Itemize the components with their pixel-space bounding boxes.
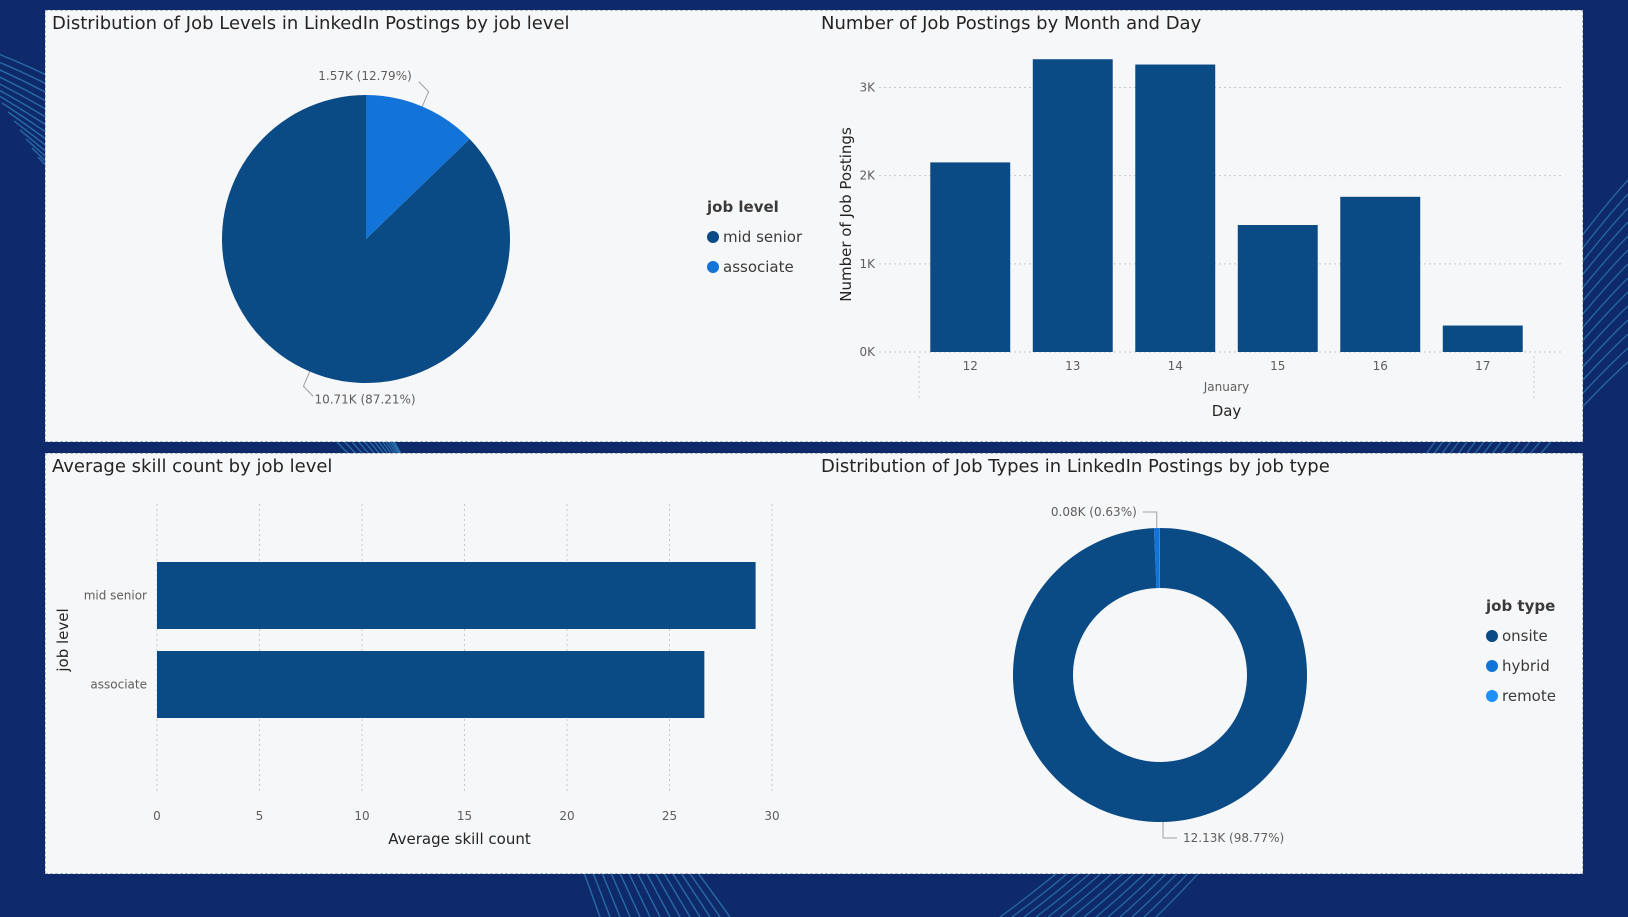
x-axis-title: Day [1212, 402, 1242, 420]
pie-label-leader [418, 81, 430, 107]
x-tick-label: 13 [1065, 359, 1080, 373]
x-axis-title: Average skill count [388, 830, 531, 848]
donut-slice-hybrid [1153, 528, 1160, 589]
legend-label: mid senior [723, 228, 803, 246]
legend-title: job level [707, 198, 779, 216]
bar-day-13 [1032, 59, 1113, 353]
x-tick-label: 0 [153, 809, 161, 823]
associate-dot-icon [707, 261, 719, 273]
job-postings-bar-chart: 0K 1K 2K 3K 12 13 14 15 16 17 January Day Number of … [837, 59, 1563, 420]
bar-day-12 [930, 162, 1011, 352]
donut-label-leader [1162, 821, 1178, 839]
y-tick-label: 3K [859, 80, 876, 94]
legend-item-hybrid[interactable]: hybrid [1486, 651, 1556, 681]
x-group-label: January [1203, 380, 1250, 394]
donut-label-leader [1142, 511, 1158, 529]
y-tick-label: 1K [859, 257, 876, 271]
bar-day-17 [1442, 325, 1523, 352]
pie-label-leader [302, 371, 314, 397]
x-tick-label: 16 [1373, 359, 1388, 373]
legend-item-associate[interactable]: associate [707, 252, 802, 282]
x-tick-label: 17 [1475, 359, 1490, 373]
y-tick-label: associate [90, 678, 147, 692]
y-tick-label: 0K [859, 345, 876, 359]
y-tick-label: mid senior [84, 589, 147, 603]
legend-label: onsite [1502, 627, 1548, 645]
bar-associate [157, 651, 705, 718]
pie-slice-mid-senior [222, 95, 510, 383]
legend-item-onsite[interactable]: onsite [1486, 621, 1556, 651]
x-tick-label: 15 [457, 809, 472, 823]
legend-label: associate [723, 258, 794, 276]
mid-senior-dot-icon [707, 231, 719, 243]
hybrid-dot-icon [1486, 660, 1498, 672]
x-tick-label: 14 [1168, 359, 1183, 373]
legend-label: remote [1502, 687, 1556, 705]
bar-mid-senior [157, 562, 756, 629]
bar-day-14 [1135, 64, 1216, 352]
bar-day-15 [1237, 225, 1318, 352]
x-tick-label: 30 [764, 809, 779, 823]
y-axis-title: job level [54, 608, 72, 672]
skill-count-bar-chart: 0 5 10 15 20 25 30 mid senior associate Average s… [54, 504, 780, 848]
job-type-legend: job type onsite hybrid remote [1486, 597, 1556, 711]
legend-title: job type [1486, 597, 1556, 615]
bar-day-16 [1340, 196, 1421, 352]
pie-data-label: 1.57K (12.79%) [318, 69, 412, 83]
x-tick-label: 5 [256, 809, 264, 823]
legend-label: hybrid [1502, 657, 1550, 675]
donut-data-label: 0.08K (0.63%) [1051, 505, 1137, 519]
job-levels-pie-title: Distribution of Job Levels in LinkedIn P… [52, 13, 570, 34]
pie-slice-associate [366, 95, 470, 239]
remote-dot-icon [1486, 690, 1498, 702]
donut-slice-onsite [1013, 528, 1307, 822]
x-tick-label: 20 [559, 809, 574, 823]
skill-count-bar-title: Average skill count by job level [52, 456, 333, 477]
x-tick-label: 12 [963, 359, 978, 373]
x-tick-label: 15 [1270, 359, 1285, 373]
pie-data-label: 10.71K (87.21%) [314, 392, 415, 406]
onsite-dot-icon [1486, 630, 1498, 642]
job-levels-pie-chart: 10.71K (87.21%) 1.57K (12.79%) [222, 69, 510, 406]
job-postings-bar-title: Number of Job Postings by Month and Day [821, 13, 1202, 34]
x-tick-label: 25 [662, 809, 677, 823]
y-axis-title: Number of Job Postings [837, 127, 855, 302]
legend-item-mid-senior[interactable]: mid senior [707, 222, 802, 252]
donut-data-label: 12.13K (98.77%) [1183, 831, 1284, 845]
x-tick-label: 10 [354, 809, 369, 823]
legend-item-remote[interactable]: remote [1486, 681, 1556, 711]
bottom-panel: Average skill count by job level 0 5 10 15 2… [45, 453, 1583, 874]
y-tick-label: 2K [859, 169, 876, 183]
top-panel: Distribution of Job Levels in LinkedIn P… [45, 10, 1583, 442]
job-types-donut-title: Distribution of Job Types in LinkedIn Po… [821, 456, 1330, 477]
job-level-legend: job level mid senior associate [707, 198, 802, 282]
job-types-donut-chart: 0.08K (0.63%) 12.13K (98.77%) [1013, 505, 1307, 845]
